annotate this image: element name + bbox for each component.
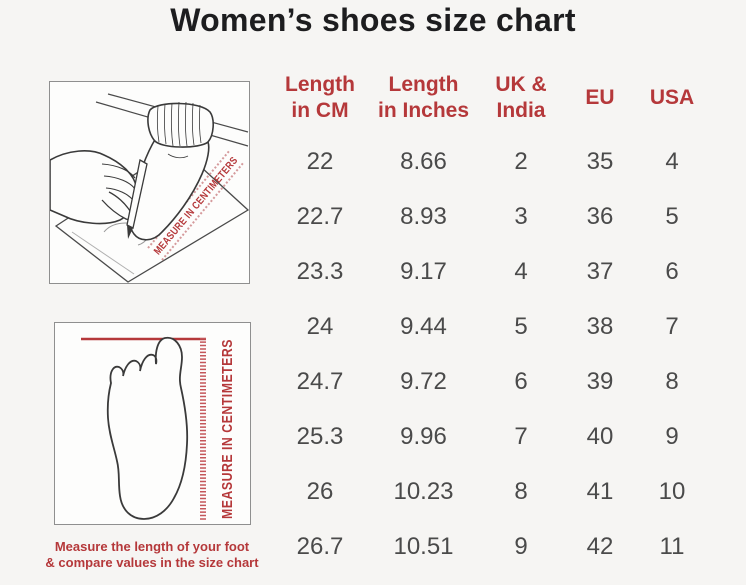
table-cell: 9.44 — [400, 312, 447, 340]
table-cell: 5 — [514, 312, 528, 340]
table-cell: 9.72 — [400, 367, 447, 395]
table-cell: 42 — [586, 532, 614, 560]
column-header-length-inches: Length in Inches — [370, 62, 477, 134]
foot-outline-illustration: MEASURE IN CENTIMETERS — [54, 322, 251, 525]
table-cell: 24.7 — [296, 367, 344, 395]
page-title: Women’s shoes size chart — [170, 2, 576, 38]
table-cell: 4 — [514, 257, 528, 285]
header-line: India — [496, 99, 546, 122]
table-cell: 6 — [665, 257, 679, 285]
foot-tracing-drawing: MEASURE IN CENTIMETERS — [50, 93, 249, 283]
table-cell: 8 — [665, 367, 679, 395]
table-cell: 9.96 — [400, 422, 447, 450]
table-cell: 26.7 — [296, 532, 344, 560]
table-cell: 10 — [658, 477, 686, 505]
size-table: Length in CM Length in Inches UK & India… — [270, 62, 709, 574]
table-cell: 6 — [514, 367, 528, 395]
table-cell: 39 — [586, 367, 614, 395]
table-cell: 26 — [306, 477, 334, 505]
header-line: Length — [388, 73, 459, 96]
header-line: in Inches — [377, 99, 470, 122]
table-cell: 8 — [514, 477, 528, 505]
column-header-usa: USA — [635, 62, 709, 134]
table-cell: 2 — [514, 147, 528, 175]
foot-outline-drawing: MEASURE IN CENTIMETERS — [81, 336, 236, 520]
header-line: Length — [285, 73, 355, 96]
table-cell: 11 — [659, 532, 685, 560]
column-header-uk-india: UK & India — [477, 62, 565, 134]
caption-line-1: Measure the length of your foot — [54, 539, 250, 554]
table-cell: 3 — [514, 202, 528, 230]
table-cell: 23.3 — [296, 257, 344, 285]
table-cell: 7 — [665, 312, 679, 340]
header-line: UK & — [495, 73, 547, 96]
table-cell: 22.7 — [296, 202, 344, 230]
table-cell: 22 — [306, 147, 334, 175]
header-line: USA — [649, 86, 695, 109]
hand-pencil-graphic — [50, 150, 148, 239]
caption-line-2: & compare values in the size chart — [45, 555, 259, 570]
table-cell: 8.66 — [400, 147, 447, 175]
ruler-label: MEASURE IN CENTIMETERS — [220, 339, 236, 519]
table-cell: 10.51 — [393, 532, 454, 560]
table-cell: 36 — [586, 202, 614, 230]
header-line: in CM — [291, 99, 349, 122]
table-cell: 37 — [586, 257, 614, 285]
table-cell: 9 — [665, 422, 679, 450]
footprint-outline — [106, 336, 189, 520]
trace-foot-illustration: MEASURE IN CENTIMETERS — [49, 81, 250, 284]
table-cell: 9.17 — [400, 257, 447, 285]
table-cell: 38 — [586, 312, 614, 340]
column-header-eu: EU — [565, 62, 635, 134]
table-cell: 25.3 — [296, 422, 344, 450]
table-cell: 5 — [665, 202, 679, 230]
table-cell: 9 — [514, 532, 528, 560]
table-cell: 7 — [514, 422, 528, 450]
column-header-length-cm: Length in CM — [270, 62, 370, 134]
table-cell: 41 — [586, 477, 614, 505]
table-cell: 10.23 — [393, 477, 454, 505]
table-cell: 8.93 — [400, 202, 447, 230]
illustration-caption: Measure the length of your foot & compar… — [22, 539, 282, 571]
table-cell: 4 — [665, 147, 679, 175]
table-cell: 35 — [586, 147, 614, 175]
table-cell: 40 — [586, 422, 614, 450]
table-cell: 24 — [306, 312, 334, 340]
header-line: EU — [585, 86, 615, 109]
